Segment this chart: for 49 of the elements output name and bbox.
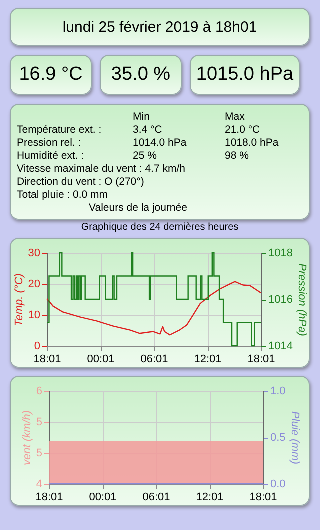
text: 25 % xyxy=(133,150,158,163)
y-tick-label: 4 xyxy=(36,478,42,490)
x-tick-label: 18:01 xyxy=(248,354,276,366)
y-tick-label: 5 xyxy=(36,447,42,460)
y-tick-label: 0 xyxy=(34,340,40,352)
line-series xyxy=(46,281,262,336)
x-tick-label: 18:01 xyxy=(34,354,62,366)
text: 1015.0 hPa xyxy=(190,55,300,95)
text: Température ext. : xyxy=(17,124,103,137)
y2-tick-label: 1014 xyxy=(268,340,293,352)
text: Humidité ext. : xyxy=(17,150,86,163)
y-tick-label: 10 xyxy=(28,310,40,322)
y-tick-label: 5 xyxy=(36,416,42,429)
text: 16.9 °C xyxy=(10,55,92,95)
chart-title: Graphique des 24 dernières heures xyxy=(80,222,240,235)
text: 21.0 °C xyxy=(225,124,262,137)
x-tick-label: 12:01 xyxy=(196,492,224,504)
text: lundi 25 février 2019 à 18h01 xyxy=(10,8,310,46)
y2-axis-title: Pluie (mm) xyxy=(288,411,300,465)
y2-tick-label: 1018 xyxy=(268,248,293,260)
y-axis-title: Temp. (°C) xyxy=(13,273,26,326)
y2-tick-label: 0.0 xyxy=(270,478,286,490)
text: Total pluie : 0.0 mm xyxy=(17,189,110,202)
y-tick-label: 20 xyxy=(28,278,40,290)
text: Vitesse maximale du vent : 4.7 km/h xyxy=(17,163,186,176)
y-tick-label: 6 xyxy=(36,386,42,398)
text: Pression rel. : xyxy=(17,137,82,150)
x-tick-label: 06:01 xyxy=(142,492,170,504)
text: Min xyxy=(133,111,151,124)
text: 3.4 °C xyxy=(133,124,164,137)
y2-tick-label: 1016 xyxy=(268,294,293,306)
text: 35.0 % xyxy=(100,55,182,95)
y-tick-label: 30 xyxy=(28,248,40,260)
text: Valeurs de la journée xyxy=(88,202,188,215)
x-tick-label: 12:01 xyxy=(194,354,222,366)
x-tick-label: 00:01 xyxy=(88,492,116,504)
x-tick-label: 18:01 xyxy=(35,492,63,504)
text: Direction du vent : O (270°) xyxy=(17,176,146,189)
y-axis-title: vent (km/h) xyxy=(20,410,33,466)
y2-axis-title: Pression (hPa) xyxy=(296,264,308,337)
x-tick-label: 18:01 xyxy=(249,492,277,504)
y2-tick-label: 1.0 xyxy=(270,386,286,398)
text: 1014.0 hPa xyxy=(133,137,188,150)
x-tick-label: 06:01 xyxy=(140,354,168,366)
text: 98 % xyxy=(225,150,250,163)
text: Max xyxy=(225,111,246,124)
x-tick-label: 00:01 xyxy=(87,354,115,366)
y2-tick-label: 0.5 xyxy=(270,432,286,444)
text: 1018.0 hPa xyxy=(225,137,280,150)
